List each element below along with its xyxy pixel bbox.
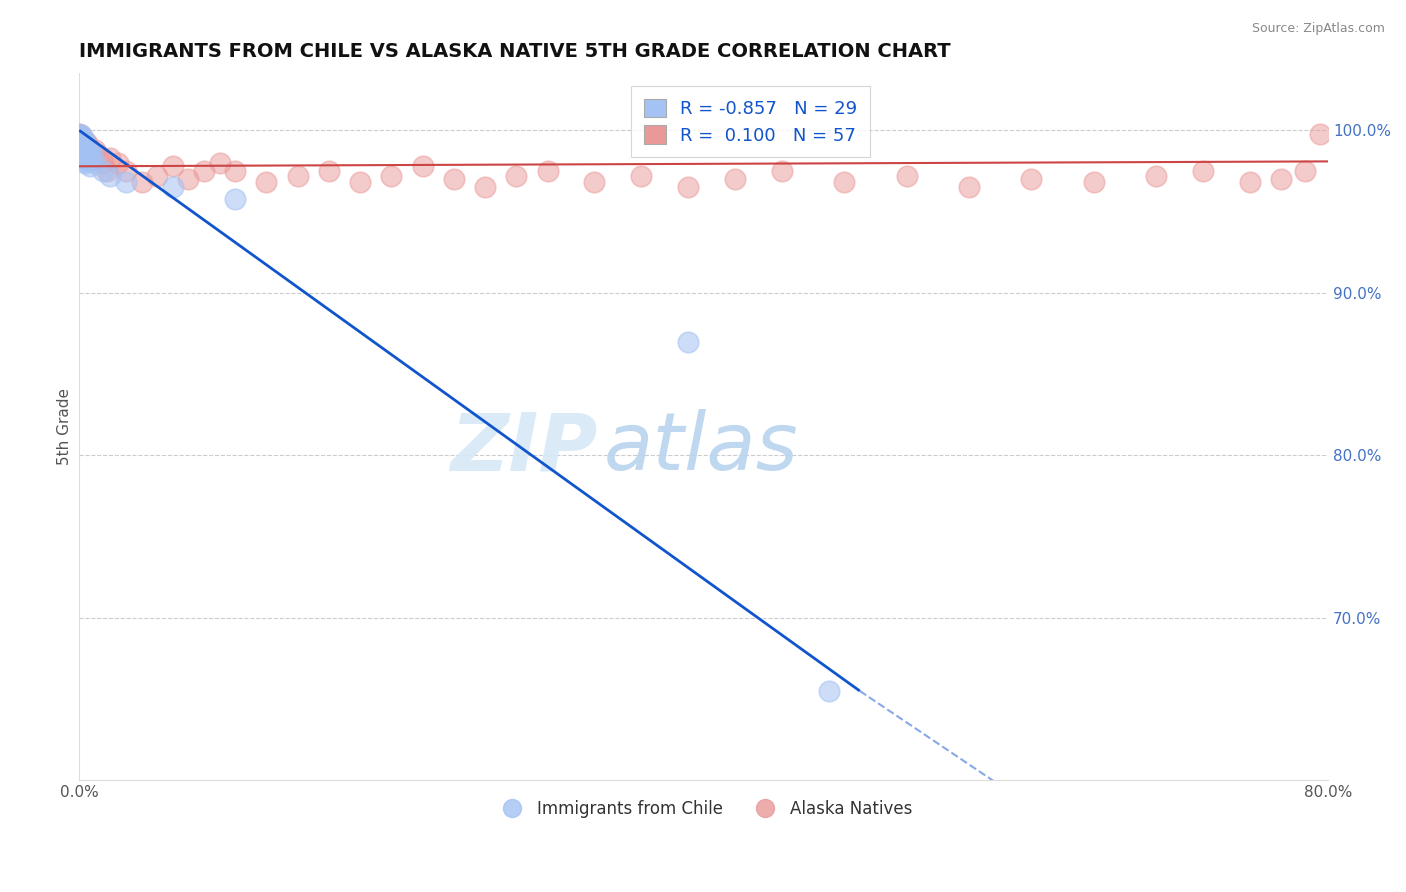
Point — [80, 147, 103, 161]
Point — [146, 169, 169, 183]
Point — [224, 192, 246, 206]
Point — [77, 151, 100, 165]
Point — [162, 180, 184, 194]
Point — [208, 156, 231, 170]
Legend: Immigrants from Chile, Alaska Natives: Immigrants from Chile, Alaska Natives — [489, 794, 918, 825]
Point — [77, 143, 100, 157]
Point — [69, 139, 91, 153]
Point — [583, 175, 606, 189]
Point — [75, 136, 97, 151]
Point — [73, 133, 96, 147]
Point — [1192, 164, 1215, 178]
Point — [76, 136, 98, 151]
Point — [67, 133, 90, 147]
Point — [67, 127, 90, 141]
Point — [443, 172, 465, 186]
Point — [69, 147, 91, 161]
Point — [474, 180, 496, 194]
Point — [318, 164, 340, 178]
Point — [98, 169, 121, 183]
Text: Source: ZipAtlas.com: Source: ZipAtlas.com — [1251, 22, 1385, 36]
Point — [69, 136, 91, 151]
Point — [80, 147, 103, 161]
Point — [73, 154, 96, 169]
Point — [1239, 175, 1261, 189]
Point — [224, 164, 246, 178]
Point — [76, 147, 98, 161]
Point — [73, 133, 96, 147]
Point — [724, 172, 747, 186]
Point — [77, 139, 100, 153]
Point — [115, 164, 138, 178]
Point — [75, 135, 97, 149]
Point — [536, 164, 558, 178]
Point — [70, 139, 93, 153]
Point — [98, 151, 121, 165]
Point — [162, 159, 184, 173]
Y-axis label: 5th Grade: 5th Grade — [58, 388, 72, 466]
Text: atlas: atlas — [603, 409, 799, 487]
Point — [177, 172, 200, 186]
Point — [957, 180, 980, 194]
Point — [91, 156, 114, 170]
Point — [380, 169, 402, 183]
Text: ZIP: ZIP — [450, 409, 598, 487]
Point — [115, 175, 138, 189]
Point — [770, 164, 793, 178]
Point — [70, 129, 93, 144]
Point — [676, 180, 699, 194]
Point — [96, 164, 118, 178]
Point — [676, 334, 699, 349]
Point — [79, 145, 101, 159]
Point — [83, 156, 105, 170]
Point — [412, 159, 434, 173]
Text: IMMIGRANTS FROM CHILE VS ALASKA NATIVE 5TH GRADE CORRELATION CHART: IMMIGRANTS FROM CHILE VS ALASKA NATIVE 5… — [79, 42, 950, 61]
Point — [79, 159, 101, 173]
Point — [73, 145, 96, 159]
Point — [896, 169, 918, 183]
Point — [131, 175, 153, 189]
Point — [256, 175, 278, 189]
Point — [77, 153, 100, 167]
Point — [1294, 164, 1316, 178]
Point — [349, 175, 371, 189]
Point — [630, 169, 652, 183]
Point — [70, 151, 93, 165]
Point — [76, 151, 98, 165]
Point — [69, 128, 91, 143]
Point — [1270, 172, 1292, 186]
Point — [1083, 175, 1105, 189]
Point — [75, 147, 97, 161]
Point — [83, 143, 105, 157]
Point — [75, 146, 97, 161]
Point — [107, 156, 129, 170]
Point — [1021, 172, 1043, 186]
Point — [73, 143, 96, 157]
Point — [287, 169, 309, 183]
Point — [82, 153, 104, 167]
Point — [70, 129, 93, 144]
Point — [832, 175, 855, 189]
Point — [193, 164, 215, 178]
Point — [67, 135, 90, 149]
Point — [75, 156, 97, 170]
Point — [76, 139, 98, 153]
Point — [69, 128, 91, 143]
Point — [505, 169, 527, 183]
Point — [87, 147, 110, 161]
Point — [70, 143, 93, 157]
Point — [1144, 169, 1167, 183]
Point — [1309, 127, 1331, 141]
Point — [817, 684, 839, 698]
Point — [67, 127, 90, 141]
Point — [79, 143, 101, 157]
Point — [91, 164, 114, 178]
